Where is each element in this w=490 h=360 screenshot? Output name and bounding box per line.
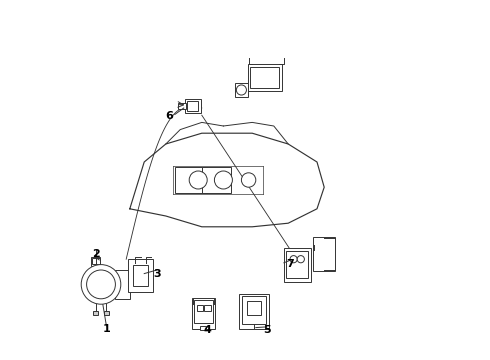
Bar xyxy=(200,326,206,330)
Bar xyxy=(175,167,207,193)
Bar xyxy=(93,311,98,315)
Bar xyxy=(192,298,215,328)
Bar xyxy=(202,167,231,193)
Bar xyxy=(286,251,308,278)
Bar xyxy=(92,258,99,264)
Circle shape xyxy=(242,173,256,187)
Bar xyxy=(187,101,198,111)
Bar xyxy=(284,248,311,282)
Circle shape xyxy=(297,256,304,263)
Circle shape xyxy=(81,265,121,304)
Text: 4: 4 xyxy=(203,325,211,336)
Circle shape xyxy=(87,270,116,299)
Bar xyxy=(133,265,148,286)
Bar xyxy=(178,103,186,109)
Bar xyxy=(242,296,266,324)
Bar xyxy=(247,301,261,315)
Bar xyxy=(116,270,130,299)
Text: 7: 7 xyxy=(286,258,294,269)
Bar xyxy=(250,67,279,88)
Bar xyxy=(194,300,213,323)
Circle shape xyxy=(215,171,232,189)
Text: 5: 5 xyxy=(263,325,270,336)
Text: 6: 6 xyxy=(166,111,173,121)
Bar xyxy=(248,64,282,91)
Text: 3: 3 xyxy=(153,269,161,279)
Bar xyxy=(91,256,100,266)
Bar xyxy=(104,311,109,315)
Circle shape xyxy=(290,256,297,263)
Bar xyxy=(239,294,270,328)
Circle shape xyxy=(189,171,207,189)
Bar xyxy=(314,237,335,271)
Text: 2: 2 xyxy=(92,249,99,259)
Bar xyxy=(197,305,203,311)
Bar xyxy=(235,83,248,97)
Bar xyxy=(204,305,211,311)
Bar xyxy=(128,259,153,292)
Circle shape xyxy=(236,85,246,95)
Bar xyxy=(185,99,201,113)
Text: 1: 1 xyxy=(102,324,110,334)
